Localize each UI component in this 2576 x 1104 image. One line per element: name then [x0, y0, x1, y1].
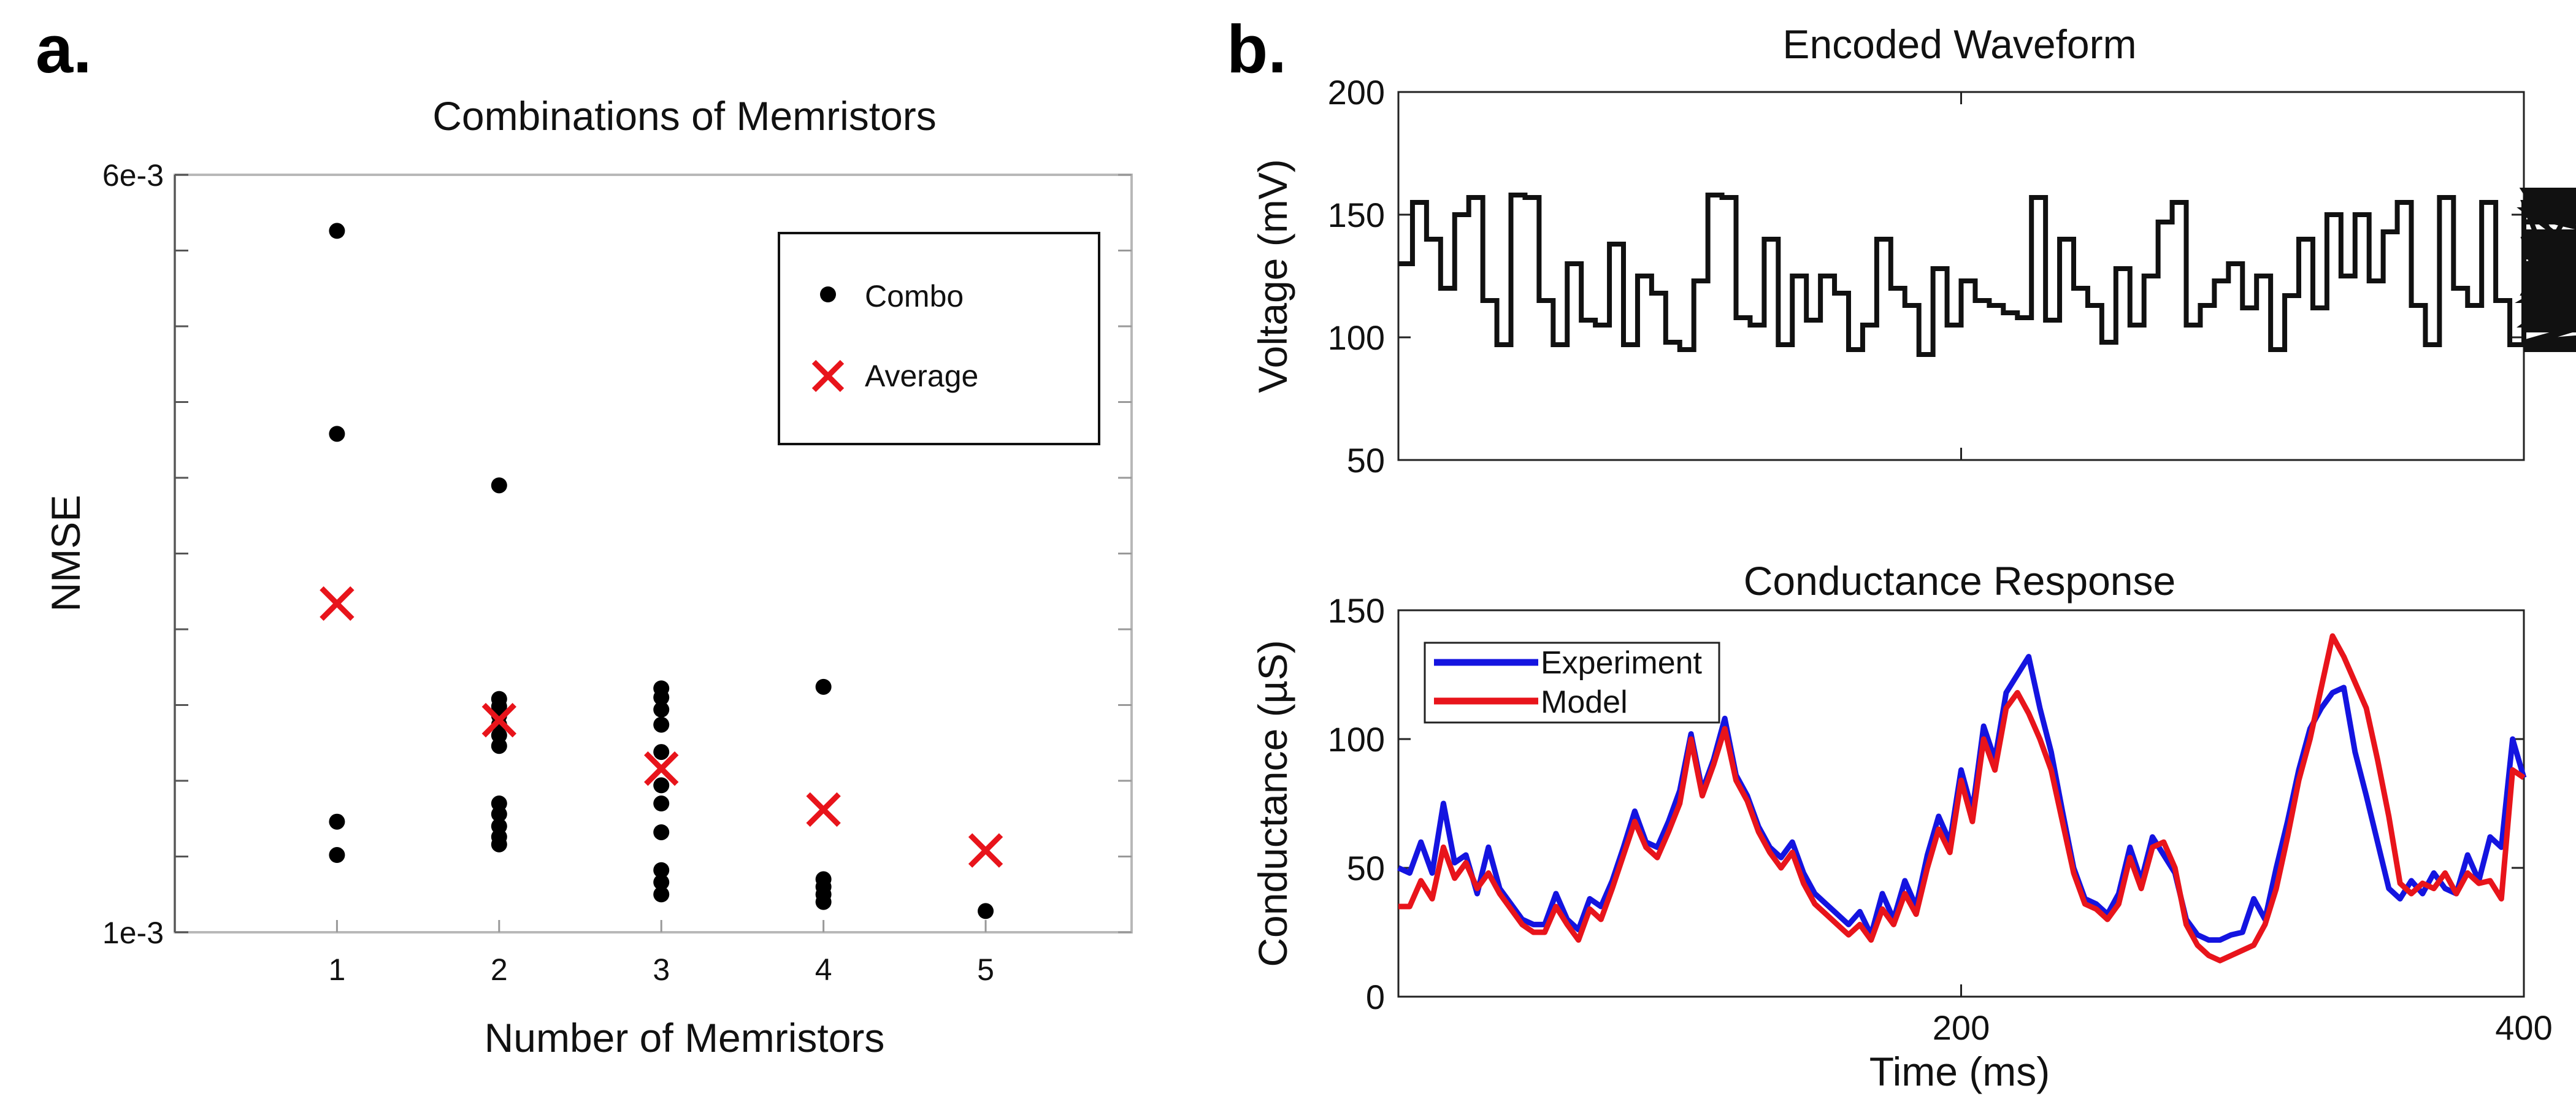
average-point [644, 751, 679, 786]
y-tick-label: 50 [1347, 441, 1385, 480]
chart-b2-legend-box [1424, 642, 1720, 724]
combo-point [491, 738, 507, 754]
combo-point [653, 716, 670, 733]
x-tick-label: 1 [329, 953, 346, 987]
combo-point [653, 795, 670, 812]
conductance-response-chart: Conductance Response 0 50 100 150 200 400 Ti… [1250, 558, 2553, 1094]
chart-b1-title: Encoded Waveform [1782, 21, 2136, 67]
combo-point [653, 862, 670, 878]
chart-b2-marks [1397, 633, 2527, 964]
legend-average-marker [811, 359, 845, 393]
combo-point [653, 744, 670, 761]
y-tick-label: 50 [1347, 849, 1385, 887]
legend-combo-label: Combo [865, 279, 964, 313]
combo-point [653, 886, 670, 903]
average-point [968, 833, 1003, 868]
average-point [481, 703, 516, 738]
x-tick-label: 5 [977, 953, 994, 987]
x-tick-label: 3 [653, 953, 670, 987]
legend-model-label: Model [1541, 684, 1628, 720]
combo-point [329, 847, 345, 864]
chart-a-xlabel: Number of Memristors [485, 1015, 885, 1060]
combo-point [815, 678, 832, 695]
chart-a-legend-box [778, 232, 1100, 445]
chart-a-y-minor-ticks [175, 174, 1132, 933]
panel-a-label: a. [36, 12, 92, 87]
y-tick-label: 100 [1328, 720, 1385, 759]
chart-a-ylabel: NMSE [43, 495, 88, 612]
encoded-waveform-chart: Encoded Waveform 50 100 150 200 Voltage (mV… [1250, 21, 2576, 480]
model-series-line [1398, 633, 2526, 964]
combo-point [815, 894, 832, 910]
combo-point [653, 701, 670, 718]
combo-point [653, 824, 670, 840]
chart-b2-y-ticks: 0 50 100 150 [1328, 591, 2524, 1016]
combo-point [653, 689, 670, 706]
chart-a-y-ticks: 6e-3 1e-3 [102, 158, 164, 950]
legend-experiment-label: Experiment [1541, 645, 1703, 681]
y-tick-label: 100 [1328, 318, 1385, 357]
combo-point [329, 223, 345, 239]
y-tick-label: 1e-3 [102, 916, 164, 950]
y-tick-label: 0 [1366, 978, 1385, 1016]
y-tick-label: 150 [1328, 591, 1385, 630]
chart-b2-title: Conductance Response [1744, 558, 2175, 604]
chart-b1-marks [1398, 188, 2576, 357]
combo-point [329, 813, 345, 830]
chart-a-x-ticks: 1 2 3 4 5 [329, 920, 994, 987]
x-tick-label: 2 [491, 953, 508, 987]
legend-average-label: Average [865, 359, 978, 393]
combo-point [653, 874, 670, 891]
combo-point [329, 426, 345, 442]
y-tick-label: 6e-3 [102, 158, 164, 193]
x-tick-label: 200 [1933, 1008, 1990, 1047]
average-point [806, 792, 841, 827]
x-tick-label: 400 [2495, 1008, 2552, 1047]
combo-point [978, 903, 994, 919]
y-tick-label: 200 [1328, 73, 1385, 112]
chart-a-legend: Combo Average [778, 232, 1100, 445]
chart-b1-y-ticks: 50 100 150 200 [1328, 73, 2524, 480]
x-tick-label: 4 [815, 953, 832, 987]
y-tick-label: 150 [1328, 196, 1385, 234]
chart-a-marks [320, 223, 1003, 919]
chart-b1-ylabel: Voltage (mV) [1250, 159, 1295, 393]
experiment-series-line [1397, 654, 2527, 943]
chart-a-title: Combinations of Memristors [432, 93, 937, 139]
panel-b-label: b. [1227, 12, 1287, 87]
average-point [320, 586, 355, 621]
chart-b2-x-ticks: 200 400 [1933, 984, 2553, 1047]
combo-point [491, 806, 507, 822]
voltage-series-line [1398, 188, 2576, 357]
legend-combo-marker [820, 286, 836, 302]
chart-b2-legend: Experiment Model [1424, 642, 1720, 724]
combo-point [491, 477, 507, 494]
combo-point [653, 777, 670, 794]
combo-point [491, 836, 507, 853]
nmse-scatter-chart: Combinations of Memristors 1 2 3 4 5 6e-3 1e-… [43, 93, 1133, 1060]
chart-b2-ylabel: Conductance (µS) [1250, 640, 1295, 967]
chart-b2-xlabel: Time (ms) [1869, 1049, 2050, 1094]
